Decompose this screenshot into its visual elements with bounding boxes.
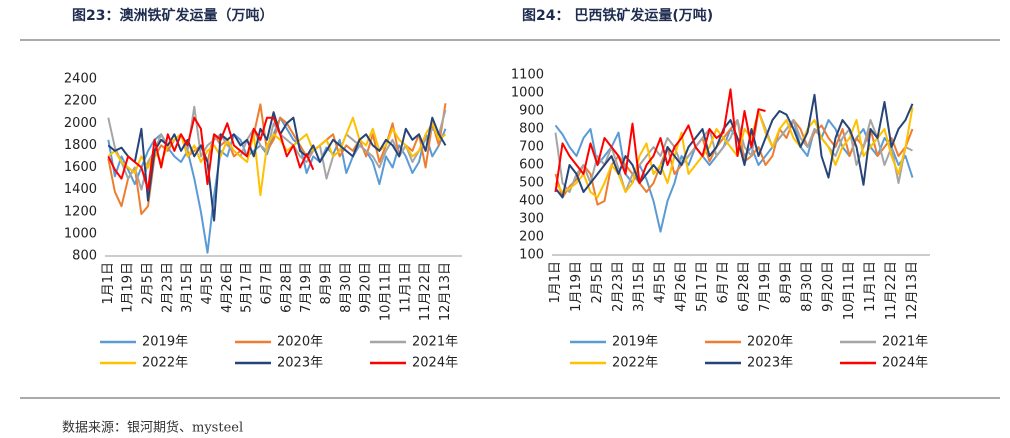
x-tick-label: 10月11日	[842, 261, 857, 320]
y-tick-label: 1800	[64, 138, 97, 153]
x-tick-label: 7月19日	[299, 262, 314, 313]
x-tick-label: 8月30日	[339, 262, 354, 313]
y-tick-label: 800	[519, 122, 544, 137]
y-tick-label: 800	[72, 249, 97, 264]
y-tick-label: 1600	[64, 160, 97, 175]
x-tick-label: 12月13日	[438, 262, 453, 321]
x-tick-label: 2月23日	[160, 262, 175, 313]
x-tick-label: 1月19日	[569, 261, 584, 312]
x-tick-label: 11月22日	[418, 262, 433, 321]
legend-label: 2023年	[747, 356, 793, 371]
legend-label: 2021年	[882, 335, 928, 350]
legend-label: 2024年	[882, 356, 928, 371]
y-tick-label: 1000	[64, 226, 97, 241]
x-tick-label: 6月7日	[716, 261, 731, 304]
legend-label: 2020年	[277, 335, 323, 350]
series-line	[107, 111, 447, 222]
x-tick-label: 7月19日	[758, 261, 773, 312]
x-tick-label: 4月26日	[220, 262, 235, 313]
x-tick-label: 2月5日	[590, 261, 605, 304]
x-tick-label: 11月1日	[398, 262, 413, 313]
y-tick-label: 700	[519, 140, 544, 155]
x-tick-label: 4月5日	[200, 262, 215, 305]
x-tick-label: 5月17日	[240, 262, 255, 313]
y-tick-label: 400	[519, 194, 544, 209]
series-line	[554, 88, 766, 193]
y-tick-label: 1000	[511, 86, 544, 101]
legend-label: 2020年	[747, 335, 793, 350]
legend-label: 2024年	[412, 356, 458, 371]
legend-label: 2023年	[277, 356, 323, 371]
x-tick-label: 11月22日	[884, 261, 899, 320]
series-line	[107, 116, 315, 191]
x-tick-label: 1月1日	[548, 261, 563, 304]
source-note: 数据来源：银河期货、mysteel	[62, 420, 243, 436]
legend-label: 2022年	[142, 356, 188, 371]
x-tick-label: 6月28日	[279, 262, 294, 313]
y-tick-label: 1200	[64, 204, 97, 219]
x-tick-label: 12月13日	[905, 261, 920, 320]
x-tick-label: 9月20日	[821, 261, 836, 312]
x-tick-label: 3月15日	[632, 261, 647, 312]
y-tick-label: 2400	[64, 72, 97, 87]
y-tick-label: 200	[519, 230, 544, 245]
x-tick-label: 8月9日	[319, 262, 334, 305]
x-tick-label: 1月1日	[101, 262, 116, 305]
x-tick-label: 8月9日	[779, 261, 794, 304]
x-tick-label: 2月23日	[611, 261, 626, 312]
legend-label: 2019年	[612, 335, 658, 350]
y-tick-label: 1400	[64, 182, 97, 197]
x-tick-label: 9月20日	[359, 262, 374, 313]
y-tick-label: 2000	[64, 116, 97, 131]
x-tick-label: 4月26日	[674, 261, 689, 312]
x-tick-label: 5月17日	[695, 261, 710, 312]
legend-label: 2021年	[412, 335, 458, 350]
series-line	[554, 107, 914, 199]
y-tick-label: 1100	[511, 68, 544, 83]
y-tick-label: 600	[519, 158, 544, 173]
x-tick-label: 2月5日	[140, 262, 155, 305]
chart-title: 图24： 巴西铁矿发运量(万吨)	[522, 7, 713, 24]
chart-title: 图23：澳洲铁矿发运量（万吨）	[72, 7, 273, 24]
x-tick-label: 6月28日	[737, 261, 752, 312]
series-line	[107, 105, 447, 191]
y-tick-label: 900	[519, 104, 544, 119]
x-tick-label: 8月30日	[800, 261, 815, 312]
legend-label: 2019年	[142, 335, 188, 350]
y-tick-label: 2200	[64, 94, 97, 109]
x-tick-label: 3月15日	[180, 262, 195, 313]
y-tick-label: 100	[519, 248, 544, 263]
x-tick-label: 4月5日	[653, 261, 668, 304]
legend-label: 2022年	[612, 356, 658, 371]
x-tick-label: 10月11日	[378, 262, 393, 321]
y-tick-label: 500	[519, 176, 544, 191]
x-tick-label: 11月1日	[863, 261, 878, 312]
y-tick-label: 300	[519, 212, 544, 227]
x-tick-label: 6月7日	[259, 262, 274, 305]
x-tick-label: 1月19日	[121, 262, 136, 313]
